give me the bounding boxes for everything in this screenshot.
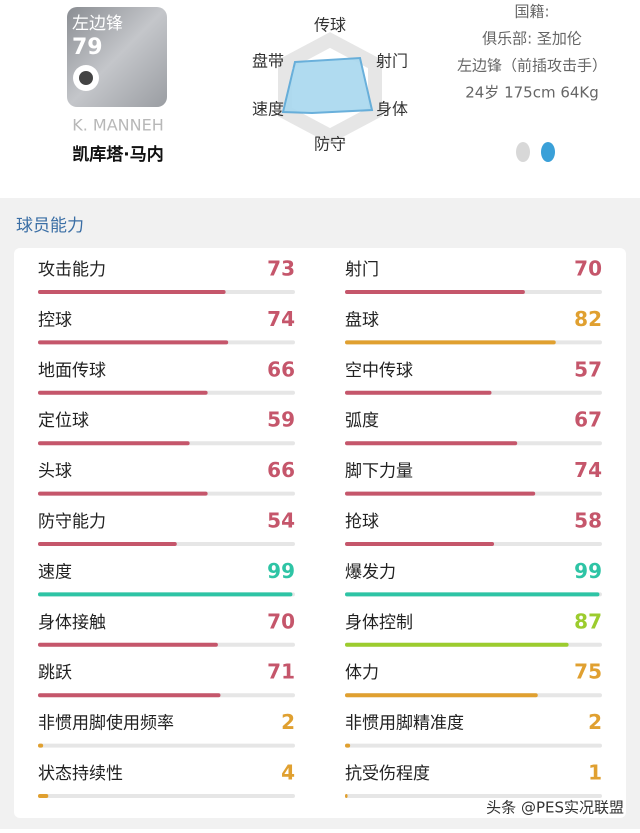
- stat-label: 身体接触: [38, 613, 106, 633]
- info-line: 左边锋（前插攻击手）: [457, 57, 607, 75]
- radar-label: 防守: [314, 135, 346, 154]
- stat-bar: [345, 642, 569, 647]
- stat-label: 射门: [345, 260, 379, 280]
- stat-bar: [38, 390, 208, 395]
- stat-bar: [345, 441, 518, 446]
- stat-bar: [345, 794, 348, 798]
- stat-bar: [38, 290, 226, 294]
- stat-value: 75: [574, 660, 602, 684]
- stat-bar: [38, 542, 177, 546]
- stat-bar: [38, 441, 190, 446]
- card-rating: 79: [72, 35, 103, 60]
- stat-label: 抗受伤程度: [345, 764, 430, 784]
- stat-label: 爆发力: [345, 562, 396, 582]
- stat-bar: [38, 743, 44, 748]
- stat-bar: [38, 693, 221, 698]
- stat-bar: [38, 491, 208, 496]
- stat-label: 身体控制: [345, 613, 413, 633]
- watermark: 头条 @PES实况联盟: [486, 799, 624, 817]
- stat-value: 74: [267, 307, 295, 331]
- section-title: 球员能力: [16, 216, 84, 236]
- stat-bar: [38, 340, 229, 345]
- radar-label: 盘带: [252, 52, 284, 71]
- stat-bar: [38, 592, 293, 597]
- stat-bar: [38, 642, 218, 647]
- radar-shape: [281, 56, 374, 115]
- stat-value: 70: [267, 609, 295, 633]
- stat-label: 速度: [38, 562, 72, 582]
- stat-value: 66: [267, 458, 295, 482]
- stat-label: 非惯用脚使用频率: [38, 713, 174, 734]
- feet-icon: [516, 142, 555, 162]
- stat-value: 59: [267, 408, 295, 432]
- stat-value: 57: [574, 357, 602, 381]
- stat-value: 99: [267, 559, 295, 583]
- stat-bar: [345, 340, 556, 345]
- stat-label: 定位球: [38, 411, 89, 431]
- right-foot: [541, 142, 555, 162]
- stat-label: 攻击能力: [38, 260, 106, 280]
- stat-bar: [38, 794, 49, 798]
- radar-ring: [278, 32, 382, 144]
- stat-value: 73: [267, 257, 295, 281]
- name-cn: 凯库塔·马内: [72, 144, 163, 165]
- stat-value: 4: [281, 761, 295, 785]
- stat-bar: [345, 542, 495, 546]
- stat-value: 67: [574, 408, 602, 432]
- stat-value: 66: [267, 357, 295, 381]
- stat-label: 空中传球: [345, 361, 413, 381]
- stat-bar: [345, 290, 525, 294]
- stat-label: 控球: [38, 310, 72, 330]
- stat-track: [38, 794, 295, 798]
- stat-value: 99: [574, 559, 602, 583]
- stat-value: 87: [574, 609, 602, 633]
- stats-panel: [14, 248, 626, 818]
- stat-bar: [345, 743, 351, 748]
- left-foot: [516, 142, 530, 162]
- info-line: 24岁 175cm 64Kg: [465, 84, 599, 102]
- stat-label: 体力: [345, 663, 379, 683]
- stat-bar: [345, 693, 538, 698]
- stat-value: 1: [588, 761, 602, 785]
- info-line: 俱乐部: 圣加伦: [482, 30, 582, 48]
- stat-label: 状态持续性: [38, 764, 123, 784]
- radar-label: 速度: [252, 100, 284, 119]
- club-badge-inner: [79, 71, 93, 85]
- stat-track: [345, 794, 602, 798]
- stat-track: [38, 743, 295, 748]
- info-line: 国籍:: [514, 3, 549, 21]
- stat-label: 头球: [38, 462, 72, 482]
- stat-label: 非惯用脚精准度: [345, 714, 464, 734]
- stat-value: 58: [574, 509, 602, 533]
- stat-value: 74: [574, 458, 602, 482]
- stat-track: [345, 743, 602, 748]
- stat-value: 2: [281, 710, 295, 734]
- radar-label: 传球: [314, 16, 346, 35]
- stat-label: 抢球: [345, 512, 379, 532]
- radar-label: 射门: [376, 52, 408, 71]
- stat-value: 71: [267, 660, 295, 684]
- stat-value: 54: [267, 509, 295, 533]
- stat-label: 跳跃: [38, 663, 72, 683]
- stat-value: 2: [588, 710, 602, 734]
- name-en: K. MANNEH: [72, 116, 164, 135]
- card-position: 左边锋: [72, 14, 123, 34]
- stat-bar: [345, 491, 536, 496]
- radar-label: 身体: [376, 100, 408, 119]
- stat-bar: [345, 390, 492, 395]
- stat-value: 70: [574, 257, 602, 281]
- stat-label: 地面传球: [38, 361, 106, 381]
- stat-label: 防守能力: [38, 512, 106, 532]
- stat-bar: [345, 592, 600, 597]
- stat-value: 82: [574, 307, 602, 331]
- stat-label: 脚下力量: [345, 462, 413, 482]
- stat-label: 弧度: [345, 411, 379, 431]
- stat-label: 盘球: [345, 310, 379, 330]
